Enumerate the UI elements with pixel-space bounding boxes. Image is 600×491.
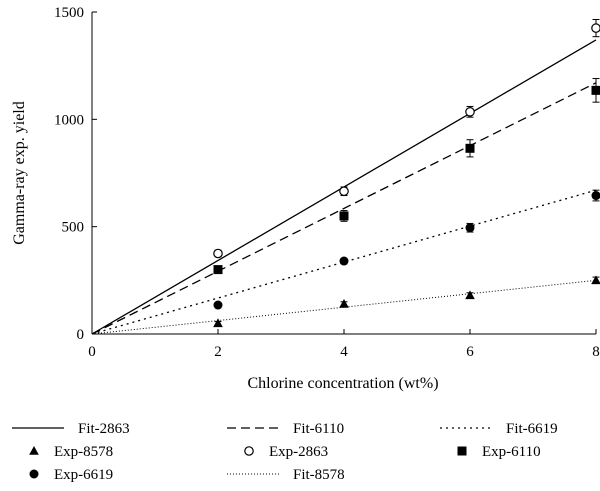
y-tick-label: 0 <box>77 327 85 343</box>
data-point-exp-6619 <box>213 300 223 310</box>
legend-label: Exp-2863 <box>269 444 328 460</box>
y-tick-label: 1000 <box>54 112 84 128</box>
legend-label: Fit-8578 <box>293 467 345 483</box>
data-point-exp-2863 <box>465 107 475 117</box>
data-point-exp-2863 <box>339 186 349 197</box>
data-point-exp-8578 <box>591 275 600 285</box>
legend-swatch <box>29 469 39 479</box>
legend-label: Exp-6619 <box>54 467 113 483</box>
x-tick-label: 6 <box>466 344 474 360</box>
axes: Chlorine concentration (wt%) Gamma-ray e… <box>11 5 600 392</box>
legend-swatch <box>457 446 467 456</box>
legend-item-exp-6110: Exp-6110 <box>457 444 541 460</box>
x-tick-label: 8 <box>592 344 600 360</box>
x-tick-label: 0 <box>88 344 96 360</box>
data-point-exp-8578 <box>339 298 349 308</box>
legend-item-fit-6110: Fit-6110 <box>227 421 344 437</box>
legend-item-fit-2863: Fit-2863 <box>12 421 130 437</box>
y-axis-label: Gamma-ray exp. yield <box>11 101 28 245</box>
data-point-exp-6110 <box>591 85 600 95</box>
legend-label: Fit-6110 <box>293 421 344 437</box>
legend-swatch <box>29 446 39 455</box>
legend-item-exp-6619: Exp-6619 <box>29 467 113 483</box>
data-point-exp-8578 <box>465 290 475 300</box>
legend-label: Exp-6110 <box>482 444 541 460</box>
x-tick-label: 2 <box>214 344 222 360</box>
legend-label: Exp-8578 <box>54 444 113 460</box>
legend-item-fit-6619: Fit-6619 <box>440 421 558 437</box>
data-point-exp-6619 <box>339 256 349 266</box>
legend-item-fit-8578: Fit-8578 <box>227 467 345 483</box>
legend-label: Fit-6619 <box>506 421 558 437</box>
data-point-exp-6110 <box>339 211 349 221</box>
fit-line-fit-6110 <box>91 82 597 335</box>
y-tick-label: 500 <box>62 220 85 236</box>
legend: Fit-2863 Exp-8578 Exp-6619 Fit-6110 Exp-2863… <box>12 421 558 483</box>
legend-label: Fit-2863 <box>78 421 130 437</box>
x-tick-label: 4 <box>340 344 348 360</box>
data-point-exp-6110 <box>213 265 223 275</box>
fit-line-fit-8578 <box>91 279 597 335</box>
legend-item-exp-8578: Exp-8578 <box>29 444 113 460</box>
plot-area <box>91 19 600 335</box>
data-point-exp-6110 <box>465 143 475 153</box>
legend-swatch <box>244 446 254 456</box>
x-axis-label: Chlorine concentration (wt%) <box>247 375 438 392</box>
y-tick-label: 1500 <box>54 5 84 21</box>
data-point-exp-6619 <box>465 223 475 233</box>
legend-item-exp-2863: Exp-2863 <box>244 444 328 460</box>
data-point-exp-8578 <box>213 318 223 328</box>
data-point-exp-6619 <box>591 191 600 201</box>
data-point-exp-2863 <box>591 23 600 33</box>
data-point-exp-2863 <box>213 248 223 259</box>
